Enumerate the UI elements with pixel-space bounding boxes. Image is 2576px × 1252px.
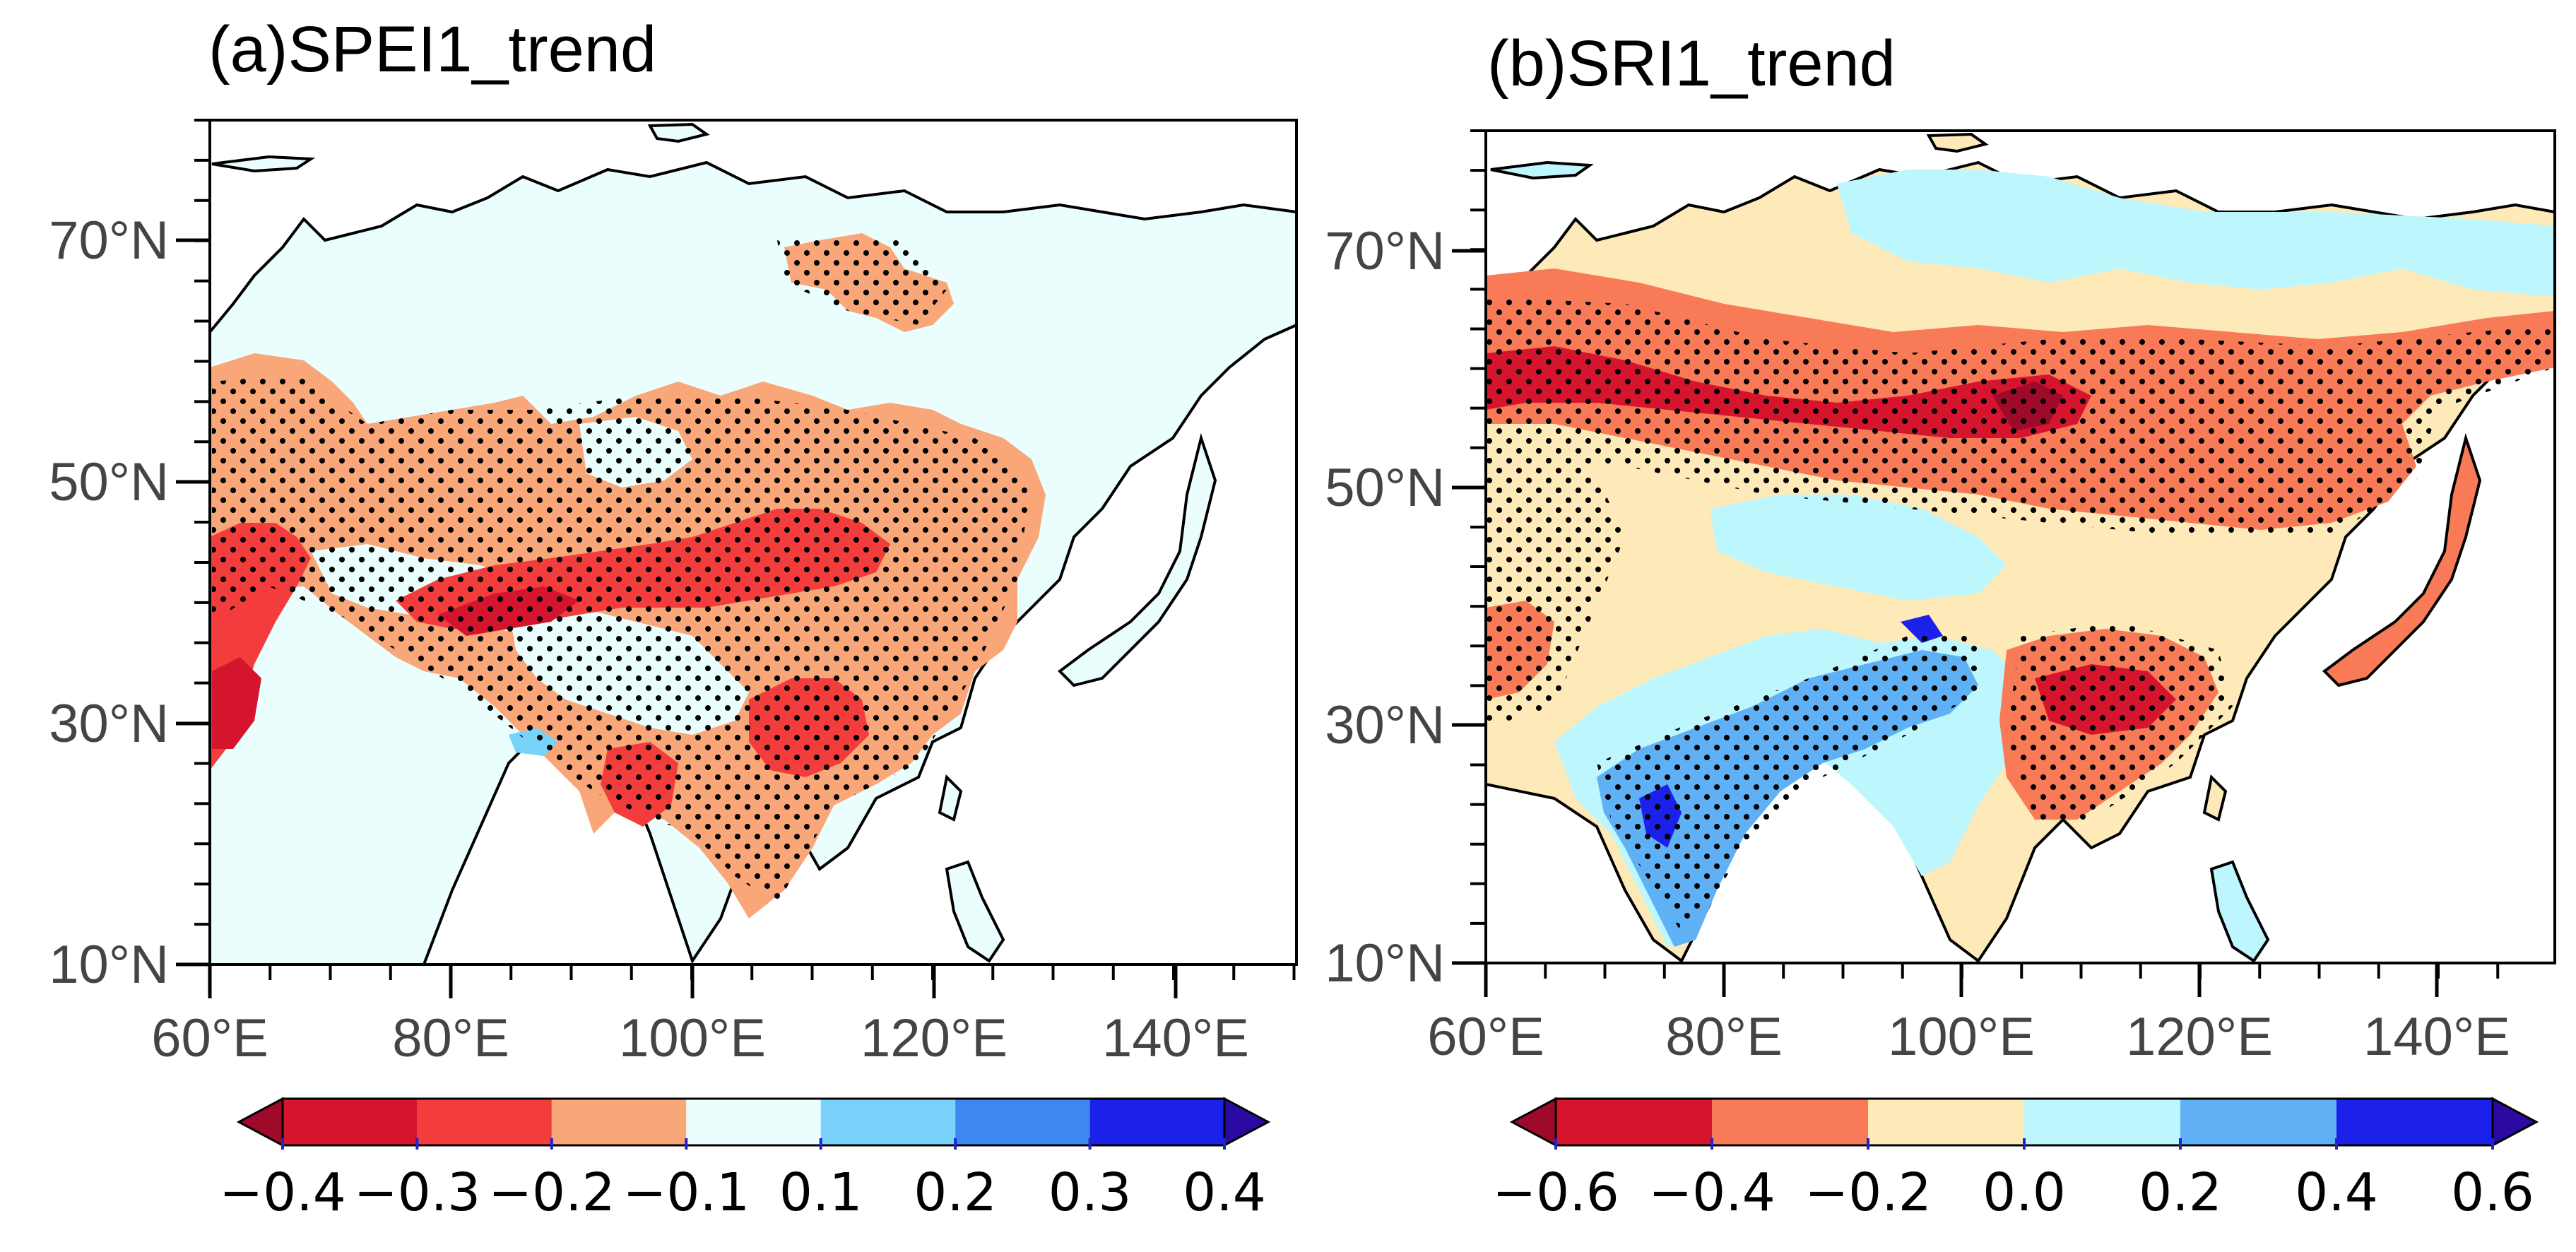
colorbar-segment bbox=[2180, 1099, 2336, 1145]
panel-b-axes: 70°N 50°N 30°N 10°N 60°E 80°E 100°E 120°E 140°E bbox=[1325, 129, 2510, 1067]
colorbar-over-arrow bbox=[1223, 1097, 1271, 1147]
lat-tick-label: 10°N bbox=[1325, 933, 1445, 993]
lat-tick-label: 50°N bbox=[49, 452, 169, 512]
colorbar-segment bbox=[417, 1099, 552, 1145]
lon-tick-label: 60°E bbox=[1427, 1007, 1544, 1067]
colorbar-tick-label: −0.2 bbox=[488, 1162, 615, 1223]
lon-tick-label: 140°E bbox=[1102, 1008, 1249, 1068]
colorbar-segment bbox=[283, 1099, 418, 1145]
colorbar-segment bbox=[551, 1099, 687, 1145]
trend-region-lightblue-north bbox=[1837, 170, 2555, 297]
colorbar-tick-label: 0.4 bbox=[1183, 1162, 1266, 1223]
colorbar-segment bbox=[2336, 1099, 2493, 1145]
colorbar-segment bbox=[1712, 1099, 1868, 1145]
panel-b-colorbar: −0.6 −0.4 −0.2 0.0 0.2 0.4 0.6 bbox=[1492, 1097, 2539, 1223]
island-arctic bbox=[647, 122, 710, 143]
colorbar-tick-label: 0.0 bbox=[1983, 1162, 2066, 1223]
colorbar-tick-label: −0.2 bbox=[1804, 1162, 1932, 1223]
lon-tick-label: 80°E bbox=[1665, 1007, 1783, 1067]
colorbar-segment bbox=[1556, 1099, 1712, 1145]
colorbar-under-arrow bbox=[1509, 1097, 1557, 1147]
panel-a-axes: 70°N 50°N 30°N 10°N 60°E 80°E 100°E 120°E 140°E bbox=[49, 119, 1296, 1068]
colorbar-segment bbox=[2024, 1099, 2180, 1145]
colorbar-tick-label: 0.6 bbox=[2451, 1162, 2534, 1223]
island-philippines bbox=[945, 860, 1005, 963]
colorbar-outline bbox=[281, 1097, 1226, 1147]
lat-tick-label: 30°N bbox=[1325, 695, 1445, 755]
colorbar-segment bbox=[686, 1099, 821, 1145]
island-novaya bbox=[1490, 160, 1594, 180]
significance-stippling-china bbox=[2007, 622, 2233, 820]
panel-b-map bbox=[1486, 131, 2555, 963]
significance-stippling-north bbox=[777, 240, 947, 325]
colorbar-tick-label: −0.4 bbox=[1648, 1162, 1776, 1223]
lat-tick-label: 70°N bbox=[49, 211, 169, 271]
colorbar-segment bbox=[1868, 1099, 2024, 1145]
japan-island bbox=[2322, 432, 2482, 687]
island-arctic bbox=[1926, 132, 1989, 153]
trend-region-lightblue-central bbox=[1710, 495, 2007, 601]
colorbar-tick-label: −0.4 bbox=[219, 1162, 346, 1223]
panel-a-map bbox=[210, 120, 1296, 964]
lon-tick-label: 120°E bbox=[2126, 1007, 2273, 1067]
island-taiwan bbox=[2202, 774, 2228, 822]
panel-b-title: (b)SRI1_trend bbox=[1487, 28, 1896, 100]
colorbar-tick-label: 0.2 bbox=[2139, 1162, 2222, 1223]
trend-region-darkred-west bbox=[212, 657, 261, 749]
significance-stippling bbox=[212, 374, 1032, 904]
lon-tick-label: 140°E bbox=[2363, 1007, 2510, 1067]
panel-a-colorbar: −0.4 −0.3 −0.2 −0.1 0.1 0.2 0.3 0.4 bbox=[219, 1097, 1271, 1223]
colorbar-tick-label: 0.3 bbox=[1048, 1162, 1132, 1223]
colorbar-segment bbox=[1089, 1099, 1224, 1145]
colorbar-tick-label: 0.4 bbox=[2295, 1162, 2378, 1223]
lon-tick-label: 60°E bbox=[151, 1008, 268, 1068]
island-novaya bbox=[211, 155, 316, 173]
island-philippines bbox=[2209, 860, 2270, 963]
lat-tick-label: 70°N bbox=[1325, 221, 1445, 281]
colorbar-segment bbox=[955, 1099, 1090, 1145]
colorbar-tick-label: −0.1 bbox=[622, 1162, 750, 1223]
japan-island bbox=[1057, 432, 1217, 687]
colorbar-tick-label: 0.1 bbox=[779, 1162, 863, 1223]
significance-stippling-india bbox=[1597, 636, 1978, 933]
lat-tick-label: 50°N bbox=[1325, 458, 1445, 518]
colorbar-tick-label: 0.2 bbox=[914, 1162, 997, 1223]
lat-tick-label: 30°N bbox=[49, 694, 169, 754]
colorbar-tick-label: −0.3 bbox=[354, 1162, 481, 1223]
colorbar-under-arrow bbox=[236, 1097, 284, 1147]
colorbar-over-arrow bbox=[2491, 1097, 2539, 1147]
significance-stippling-south bbox=[1486, 452, 1625, 728]
island-taiwan bbox=[938, 774, 963, 822]
lon-tick-label: 100°E bbox=[619, 1008, 766, 1068]
colorbar-segment bbox=[820, 1099, 956, 1145]
lon-tick-label: 80°E bbox=[392, 1008, 509, 1068]
lon-tick-label: 100°E bbox=[1888, 1007, 2035, 1067]
lon-tick-label: 120°E bbox=[861, 1008, 1008, 1068]
colorbar-tick-label: −0.6 bbox=[1492, 1162, 1619, 1223]
significance-stippling bbox=[1486, 297, 2555, 537]
lat-tick-label: 10°N bbox=[49, 935, 169, 995]
panel-a-title: (a)SPEI1_trend bbox=[208, 13, 657, 85]
